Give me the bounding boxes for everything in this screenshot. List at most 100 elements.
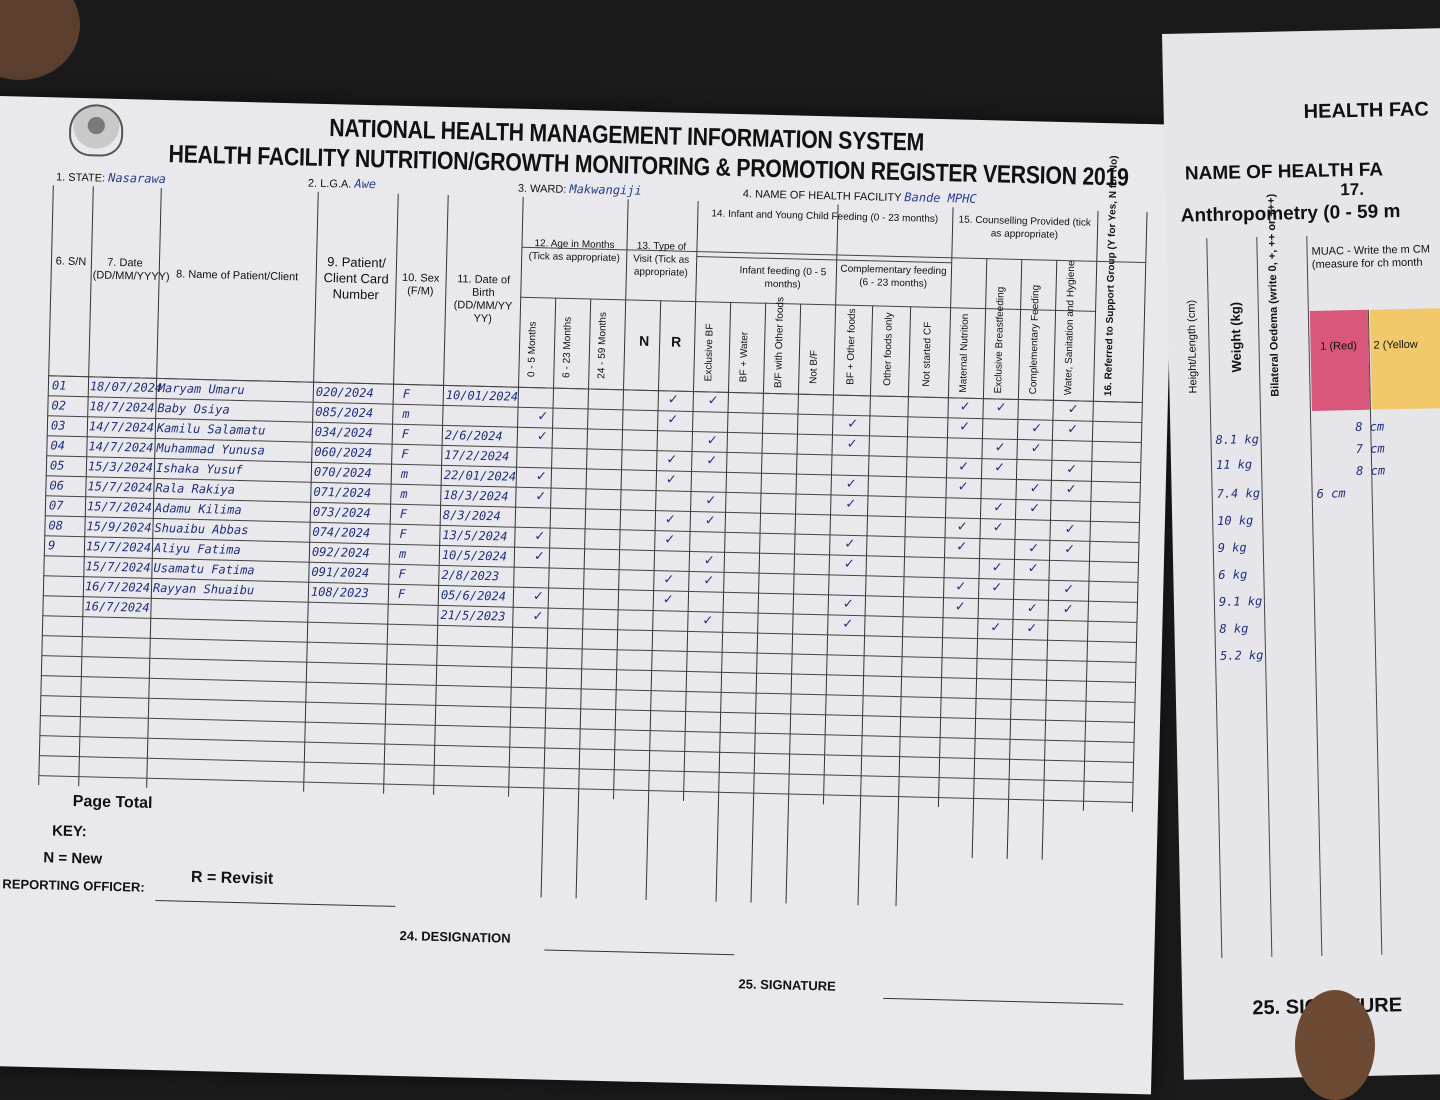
check-mark-icon: ✓ bbox=[847, 416, 859, 433]
weight-entry: 9 kg bbox=[1217, 540, 1247, 555]
row-dob: 21/5/2023 bbox=[440, 607, 506, 624]
row-card: 073/2024 bbox=[312, 504, 371, 521]
coat-of-arms-icon bbox=[68, 103, 124, 158]
col-name: 8. Name of Patient/Client bbox=[175, 268, 299, 284]
thumb-top-left bbox=[0, 0, 80, 80]
check-mark-icon: ✓ bbox=[1064, 542, 1076, 558]
weight-entry: 5.2 kg bbox=[1219, 648, 1264, 663]
key-label: KEY: bbox=[51, 822, 87, 841]
register-right-page: HEALTH FAC NAME OF HEALTH FA 17. Anthrop… bbox=[1162, 27, 1440, 1080]
check-mark-icon: ✓ bbox=[705, 493, 717, 509]
muac-label: MUAC - Write the m CM (measure for ch mo… bbox=[1311, 243, 1431, 271]
row-dob: 18/3/2024 bbox=[443, 487, 509, 504]
weight-entry: 10 kg bbox=[1217, 513, 1254, 528]
check-mark-icon: ✓ bbox=[958, 459, 970, 475]
check-mark-icon: ✓ bbox=[532, 589, 545, 605]
row-card: 092/2024 bbox=[311, 544, 370, 561]
check-mark-icon: ✓ bbox=[959, 399, 971, 415]
check-mark-icon: ✓ bbox=[844, 536, 856, 553]
check-mark-icon: ✓ bbox=[1065, 482, 1077, 498]
row-sn: 01 bbox=[51, 378, 67, 393]
muac-red-label: 1 (Red) bbox=[1320, 339, 1358, 353]
check-mark-icon: ✓ bbox=[957, 479, 969, 495]
row-sn: 07 bbox=[48, 498, 64, 513]
col-age-0-5: 0 - 5 Months bbox=[526, 321, 539, 378]
col-wash: Water, Sanitation and Hygiene bbox=[1063, 260, 1078, 396]
reporting-officer-label: OF REPORTING OFFICER: bbox=[0, 876, 145, 895]
row-date: 15/3/2024 bbox=[87, 459, 154, 475]
check-mark-icon: ✓ bbox=[992, 520, 1004, 536]
row-sn: 04 bbox=[50, 438, 66, 453]
check-mark-icon: ✓ bbox=[955, 579, 967, 595]
row-name: Kamilu Salamatu bbox=[156, 420, 266, 438]
check-mark-icon: ✓ bbox=[1026, 601, 1038, 617]
row-card: 060/2024 bbox=[314, 444, 373, 461]
row-sex: m bbox=[402, 406, 410, 422]
row-card: 070/2024 bbox=[313, 464, 372, 481]
check-mark-icon: ✓ bbox=[959, 419, 971, 435]
check-mark-icon: ✓ bbox=[1066, 462, 1078, 478]
row-name: Adamu Kilima bbox=[154, 500, 242, 518]
row-card: 091/2024 bbox=[311, 564, 370, 581]
muac-yellow-label: 2 (Yellow bbox=[1373, 338, 1418, 352]
col-excl-bf: Exclusive Breastfeeding bbox=[993, 286, 1007, 394]
check-mark-icon: ✓ bbox=[991, 580, 1003, 596]
row-dob: 22/01/2024 bbox=[443, 467, 517, 484]
muac-red-swatch bbox=[1309, 309, 1370, 411]
right-page-title: HEALTH FAC bbox=[1303, 98, 1430, 124]
check-mark-icon: ✓ bbox=[532, 609, 544, 625]
row-name: Aliyu Fatima bbox=[153, 540, 241, 558]
col-card: 9. Patient/ Client Card Number bbox=[323, 254, 389, 303]
row-name: Shuaibu Abbas bbox=[154, 520, 249, 538]
check-mark-icon: ✓ bbox=[1030, 421, 1043, 437]
section-17-title: Anthropometry (0 - 59 m bbox=[1180, 201, 1401, 227]
check-mark-icon: ✓ bbox=[533, 549, 545, 565]
row-date: 15/9/2024 bbox=[86, 519, 152, 535]
row-date: 15/7/2024 bbox=[87, 479, 153, 495]
row-name: Rala Rakiya bbox=[155, 480, 236, 497]
row-name: Rayyan Shuaibu bbox=[152, 580, 255, 598]
check-mark-icon: ✓ bbox=[1029, 481, 1041, 497]
check-mark-icon: ✓ bbox=[1026, 621, 1038, 637]
col-dob: 11. Date of Birth (DD/MM/YY YY) bbox=[453, 273, 513, 326]
check-mark-icon: ✓ bbox=[1027, 561, 1039, 577]
check-mark-icon: ✓ bbox=[535, 469, 547, 485]
row-date: 15/7/2024 bbox=[85, 559, 151, 575]
row-sex: F bbox=[402, 386, 411, 402]
row-sex: m bbox=[400, 466, 409, 482]
row-date: 14/7/2024 bbox=[88, 419, 155, 435]
col-visit-n: N bbox=[638, 332, 650, 349]
row-date: 18/07/2024 bbox=[89, 379, 163, 396]
check-mark-icon: ✓ bbox=[662, 592, 674, 608]
height-length-label: Height/Length (cm) bbox=[1185, 299, 1200, 394]
check-mark-icon: ✓ bbox=[1067, 402, 1079, 418]
col-age-6-23: 6 - 23 Months bbox=[561, 316, 574, 379]
col-visit-r: R bbox=[670, 333, 682, 350]
check-mark-icon: ✓ bbox=[994, 460, 1006, 476]
muac-entry: 8 cm bbox=[1356, 463, 1386, 479]
muac-entry: 6 cm bbox=[1316, 486, 1346, 501]
row-date: 14/7/2024 bbox=[88, 439, 154, 455]
check-mark-icon: ✓ bbox=[845, 476, 857, 493]
row-sn: 08 bbox=[48, 518, 64, 533]
check-mark-icon: ✓ bbox=[993, 500, 1005, 516]
col-age-group: 12. Age in Months (Tick as appropriate) bbox=[528, 238, 621, 265]
check-mark-icon: ✓ bbox=[1028, 541, 1040, 557]
state-field: 1. STATE: Nasarawa bbox=[55, 170, 167, 187]
col-iycf-group: 14. Infant and Young Child Feeding (0 - … bbox=[711, 208, 939, 225]
row-card: 085/2024 bbox=[315, 404, 374, 421]
row-card: 020/2024 bbox=[315, 384, 374, 401]
row-sex: F bbox=[398, 566, 406, 582]
row-date: 18/7/2024 bbox=[89, 399, 155, 415]
check-mark-icon: ✓ bbox=[534, 529, 546, 545]
check-mark-icon: ✓ bbox=[843, 556, 855, 573]
col-date: 7. Date (DD/MM/YYYY) bbox=[92, 256, 170, 284]
check-mark-icon: ✓ bbox=[666, 452, 678, 468]
check-mark-icon: ✓ bbox=[703, 553, 715, 569]
check-mark-icon: ✓ bbox=[663, 572, 675, 588]
weight-entry: 11 kg bbox=[1215, 457, 1253, 472]
check-mark-icon: ✓ bbox=[842, 616, 854, 633]
check-mark-icon: ✓ bbox=[706, 453, 718, 469]
row-sex: F bbox=[401, 446, 409, 462]
check-mark-icon: ✓ bbox=[995, 400, 1007, 416]
